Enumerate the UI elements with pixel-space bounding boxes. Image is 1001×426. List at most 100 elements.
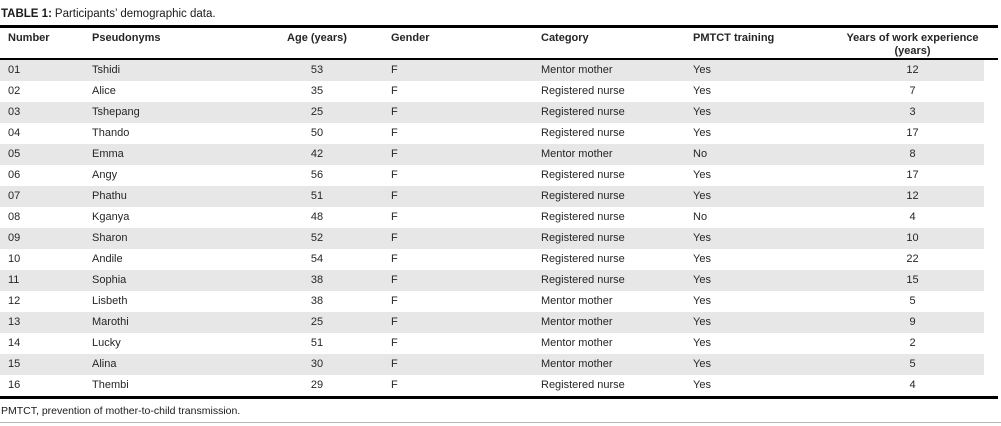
table-title: TABLE 1: Participants’ demographic data. (0, 0, 1001, 25)
cell-category: Registered nurse (541, 127, 625, 139)
cell-pmtct-training: Yes (693, 169, 711, 181)
cell-age-years: 29 (310, 379, 324, 391)
cell-age-years: 56 (310, 169, 324, 181)
cell-number: 15 (8, 358, 21, 370)
cell-pmtct-training: Yes (693, 274, 711, 286)
cell-years-of-work-experience: 12 (906, 190, 919, 202)
table-row: 14 Lucky 51 F Mentor mother Yes 2 (0, 333, 998, 354)
cell-number: 01 (8, 64, 21, 76)
cell-number: 02 (8, 85, 21, 97)
cell-gender: F (391, 148, 398, 160)
cell-pseudonym: Emma (92, 148, 124, 160)
cell-years-of-work-experience: 2 (909, 337, 916, 349)
figure-divider (0, 422, 1001, 423)
cell-number: 04 (8, 127, 21, 139)
table-number-label: TABLE 1: (1, 8, 52, 20)
cell-gender: F (391, 253, 398, 265)
table-row: 15 Alina 30 F Mentor mother Yes 5 (0, 354, 998, 375)
cell-pseudonym: Marothi (92, 316, 129, 328)
cell-category: Registered nurse (541, 274, 625, 286)
table-row: 04 Thando 50 F Registered nurse Yes 17 (0, 123, 998, 144)
cell-pmtct-training: Yes (693, 337, 711, 349)
table-footnote: PMTCT, prevention of mother-to-child tra… (1, 405, 241, 417)
cell-years-of-work-experience: 17 (906, 169, 919, 181)
cell-category: Mentor mother (541, 64, 613, 76)
cell-category: Mentor mother (541, 337, 613, 349)
table-row: 01 Tshidi 53 F Mentor mother Yes 12 (0, 60, 998, 81)
cell-number: 08 (8, 211, 21, 223)
cell-age-years: 38 (310, 274, 324, 286)
cell-age-years: 30 (310, 358, 324, 370)
cell-category: Registered nurse (541, 190, 625, 202)
cell-pmtct-training: Yes (693, 295, 711, 307)
cell-pmtct-training: No (693, 211, 708, 223)
cell-gender: F (391, 316, 398, 328)
cell-age-years: 35 (310, 85, 324, 97)
cell-category: Registered nurse (541, 379, 625, 391)
table-bottom-rule (0, 396, 998, 399)
cell-category: Mentor mother (541, 358, 613, 370)
cell-years-of-work-experience: 8 (909, 148, 916, 160)
column-header-pseudonyms: Pseudonyms (92, 32, 161, 44)
cell-number: 05 (8, 148, 21, 160)
cell-gender: F (391, 127, 398, 139)
cell-gender: F (391, 358, 398, 370)
cell-years-of-work-experience: 5 (909, 358, 916, 370)
cell-gender: F (391, 64, 398, 76)
cell-pseudonym: Lucky (92, 337, 121, 349)
table-row: 07 Phathu 51 F Registered nurse Yes 12 (0, 186, 998, 207)
cell-years-of-work-experience: 3 (909, 106, 916, 118)
cell-number: 11 (8, 274, 20, 286)
cell-category: Mentor mother (541, 316, 613, 328)
cell-gender: F (391, 85, 398, 97)
cell-number: 03 (8, 106, 21, 118)
cell-pseudonym: Andile (92, 253, 123, 265)
table-row: 08 Kganya 48 F Registered nurse No 4 (0, 207, 998, 228)
cell-age-years: 54 (310, 253, 324, 265)
cell-pmtct-training: Yes (693, 253, 711, 265)
cell-pseudonym: Alina (92, 358, 117, 370)
cell-years-of-work-experience: 17 (906, 127, 919, 139)
cell-age-years: 38 (310, 295, 324, 307)
cell-pseudonym: Thembi (92, 379, 129, 391)
table-row: 03 Tshepang 25 F Registered nurse Yes 3 (0, 102, 998, 123)
cell-pmtct-training: Yes (693, 127, 711, 139)
column-header-pmtct-training: PMTCT training (693, 32, 775, 44)
cell-gender: F (391, 295, 398, 307)
cell-pseudonym: Sharon (92, 232, 128, 244)
cell-pseudonym: Thando (92, 127, 130, 139)
cell-pseudonym: Lisbeth (92, 295, 128, 307)
cell-years-of-work-experience: 7 (909, 85, 916, 97)
cell-years-of-work-experience: 15 (906, 274, 919, 286)
cell-years-of-work-experience: 10 (906, 232, 919, 244)
column-header-gender: Gender (391, 32, 430, 44)
cell-pseudonym: Tshepang (92, 106, 140, 118)
table-row: 05 Emma 42 F Mentor mother No 8 (0, 144, 998, 165)
cell-number: 16 (8, 379, 21, 391)
cell-years-of-work-experience: 9 (909, 316, 916, 328)
cell-pmtct-training: Yes (693, 190, 711, 202)
table-row: 11 Sophia 38 F Registered nurse Yes 15 (0, 270, 998, 291)
cell-category: Mentor mother (541, 295, 613, 307)
cell-number: 13 (8, 316, 21, 328)
table-row: 02 Alice 35 F Registered nurse Yes 7 (0, 81, 998, 102)
cell-age-years: 48 (310, 211, 324, 223)
cell-number: 09 (8, 232, 21, 244)
cell-number: 07 (8, 190, 21, 202)
cell-years-of-work-experience: 22 (906, 253, 919, 265)
cell-category: Registered nurse (541, 211, 625, 223)
cell-pmtct-training: Yes (693, 379, 711, 391)
cell-years-of-work-experience: 4 (909, 379, 916, 391)
cell-pmtct-training: Yes (693, 106, 711, 118)
cell-pseudonym: Angy (92, 169, 118, 181)
cell-category: Registered nurse (541, 106, 625, 118)
table-header-row: Number Pseudonyms Age (years) Gender Cat… (0, 28, 998, 58)
cell-years-of-work-experience: 4 (909, 211, 916, 223)
cell-gender: F (391, 379, 398, 391)
cell-age-years: 50 (310, 127, 324, 139)
cell-gender: F (391, 169, 398, 181)
table-row: 09 Sharon 52 F Registered nurse Yes 10 (0, 228, 998, 249)
cell-age-years: 25 (310, 316, 324, 328)
table-row: 10 Andile 54 F Registered nurse Yes 22 (0, 249, 998, 270)
